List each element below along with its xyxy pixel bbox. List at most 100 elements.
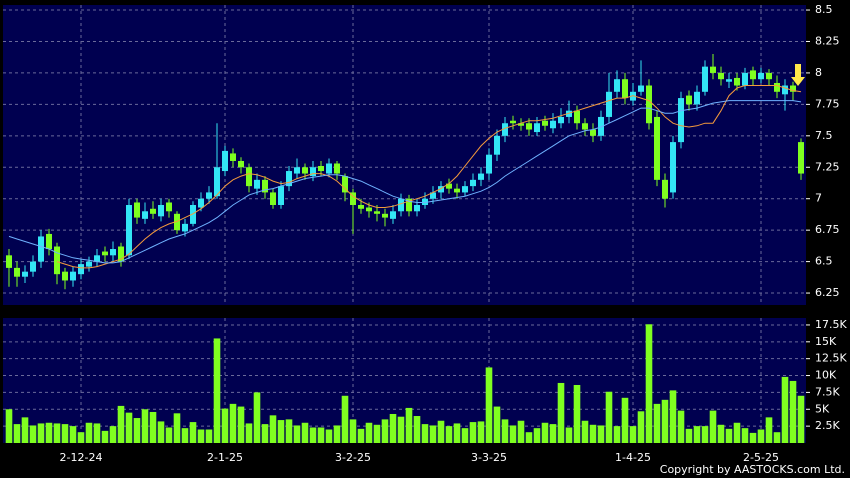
candle-body bbox=[238, 160, 244, 168]
volume-bar bbox=[485, 367, 493, 443]
candle-body bbox=[790, 85, 796, 92]
candle-body bbox=[542, 120, 548, 126]
volume-bar bbox=[341, 395, 349, 443]
y-tick-label: 8.5 bbox=[815, 3, 833, 16]
volume-bar bbox=[285, 419, 293, 443]
candle-body bbox=[278, 186, 284, 205]
candle-body bbox=[222, 150, 228, 172]
candle-body bbox=[478, 173, 484, 180]
copyright: Copyright by AASTOCKS.com Ltd. bbox=[660, 463, 845, 476]
candle-body bbox=[526, 123, 532, 130]
candle-body bbox=[246, 167, 252, 187]
candle-body bbox=[302, 167, 308, 174]
candle-body bbox=[630, 91, 636, 101]
moving-average-line bbox=[8, 100, 802, 264]
candle-body bbox=[566, 110, 572, 117]
candle-body bbox=[662, 179, 668, 199]
candle-body bbox=[718, 72, 724, 80]
x-tick-label: 2-1-25 bbox=[207, 451, 243, 464]
candle-body bbox=[622, 79, 628, 99]
volume-bar bbox=[213, 338, 221, 443]
volume-bar bbox=[189, 422, 197, 443]
candle-body bbox=[126, 205, 132, 256]
candle-body bbox=[150, 208, 156, 214]
candle-body bbox=[350, 192, 356, 205]
candle-body bbox=[398, 198, 404, 212]
candle-body bbox=[70, 271, 76, 281]
volume-bar bbox=[661, 399, 669, 443]
volume-bar bbox=[565, 427, 573, 443]
candle-body bbox=[534, 123, 540, 133]
candle-body bbox=[486, 154, 492, 174]
volume-bar bbox=[685, 428, 693, 443]
volume-bar bbox=[589, 424, 597, 443]
volume-bar bbox=[245, 423, 253, 443]
volume-bar bbox=[37, 423, 45, 443]
candle-body bbox=[614, 79, 620, 92]
candle-body bbox=[750, 70, 756, 80]
candle-body bbox=[230, 153, 236, 161]
candle-body bbox=[518, 123, 524, 126]
volume-bar bbox=[693, 426, 701, 443]
candle-body bbox=[30, 261, 36, 272]
candle-body bbox=[342, 176, 348, 193]
candle-body bbox=[294, 167, 300, 174]
volume-bar bbox=[77, 432, 85, 443]
y-tick-label: 12.5K bbox=[815, 352, 847, 365]
volume-bar bbox=[221, 408, 229, 443]
y-tick-label: 7 bbox=[815, 192, 822, 205]
candle-body bbox=[638, 85, 644, 92]
candle-body bbox=[270, 192, 276, 205]
volume-bar bbox=[541, 422, 549, 443]
candle-body bbox=[254, 179, 260, 189]
candle-body bbox=[182, 223, 188, 232]
volume-bar bbox=[93, 423, 101, 443]
y-tick-label: 7.75 bbox=[815, 97, 840, 110]
volume-bar bbox=[365, 422, 373, 443]
volume-bar bbox=[5, 409, 13, 443]
candle-body bbox=[582, 123, 588, 130]
volume-bar bbox=[349, 419, 357, 443]
volume-bar bbox=[445, 426, 453, 443]
volume-bar bbox=[101, 430, 109, 443]
candle-body bbox=[710, 66, 716, 73]
volume-bar bbox=[85, 422, 93, 443]
volume-bar bbox=[165, 427, 173, 443]
y-tick-label: 10K bbox=[815, 369, 837, 382]
marks bbox=[5, 54, 805, 443]
volume-bar bbox=[205, 429, 213, 443]
candle-body bbox=[358, 205, 364, 209]
x-tick-label: 2-12-24 bbox=[60, 451, 103, 464]
candle-body bbox=[286, 171, 292, 187]
y-tick-label: 6.5 bbox=[815, 255, 833, 268]
candle-body bbox=[310, 167, 316, 177]
candle-body bbox=[118, 246, 124, 262]
y-tick-label: 2.5K bbox=[815, 419, 840, 432]
volume-bar bbox=[269, 415, 277, 443]
volume-bar bbox=[293, 425, 301, 443]
volume-bar bbox=[181, 428, 189, 443]
volume-bar bbox=[197, 429, 205, 443]
candle-body bbox=[558, 116, 564, 124]
volume-bar bbox=[117, 405, 125, 443]
candle-body bbox=[414, 205, 420, 212]
candle-body bbox=[110, 249, 116, 256]
candle-body bbox=[6, 255, 12, 268]
candle-body bbox=[494, 135, 500, 155]
candle-body bbox=[462, 186, 468, 193]
candle-body bbox=[174, 213, 180, 231]
y-tick-label: 15K bbox=[815, 335, 837, 348]
candle-body bbox=[774, 82, 780, 92]
volume-bar bbox=[237, 406, 245, 443]
candle-body bbox=[390, 211, 396, 219]
candle-body bbox=[86, 261, 92, 267]
candle-body bbox=[14, 267, 20, 277]
candle-body bbox=[142, 211, 148, 219]
volume-bar bbox=[21, 417, 29, 443]
candle-body bbox=[78, 264, 84, 275]
volume-bar bbox=[261, 424, 269, 443]
candle-body bbox=[374, 211, 380, 214]
candle-body bbox=[62, 271, 68, 281]
volume-bar bbox=[109, 426, 117, 443]
